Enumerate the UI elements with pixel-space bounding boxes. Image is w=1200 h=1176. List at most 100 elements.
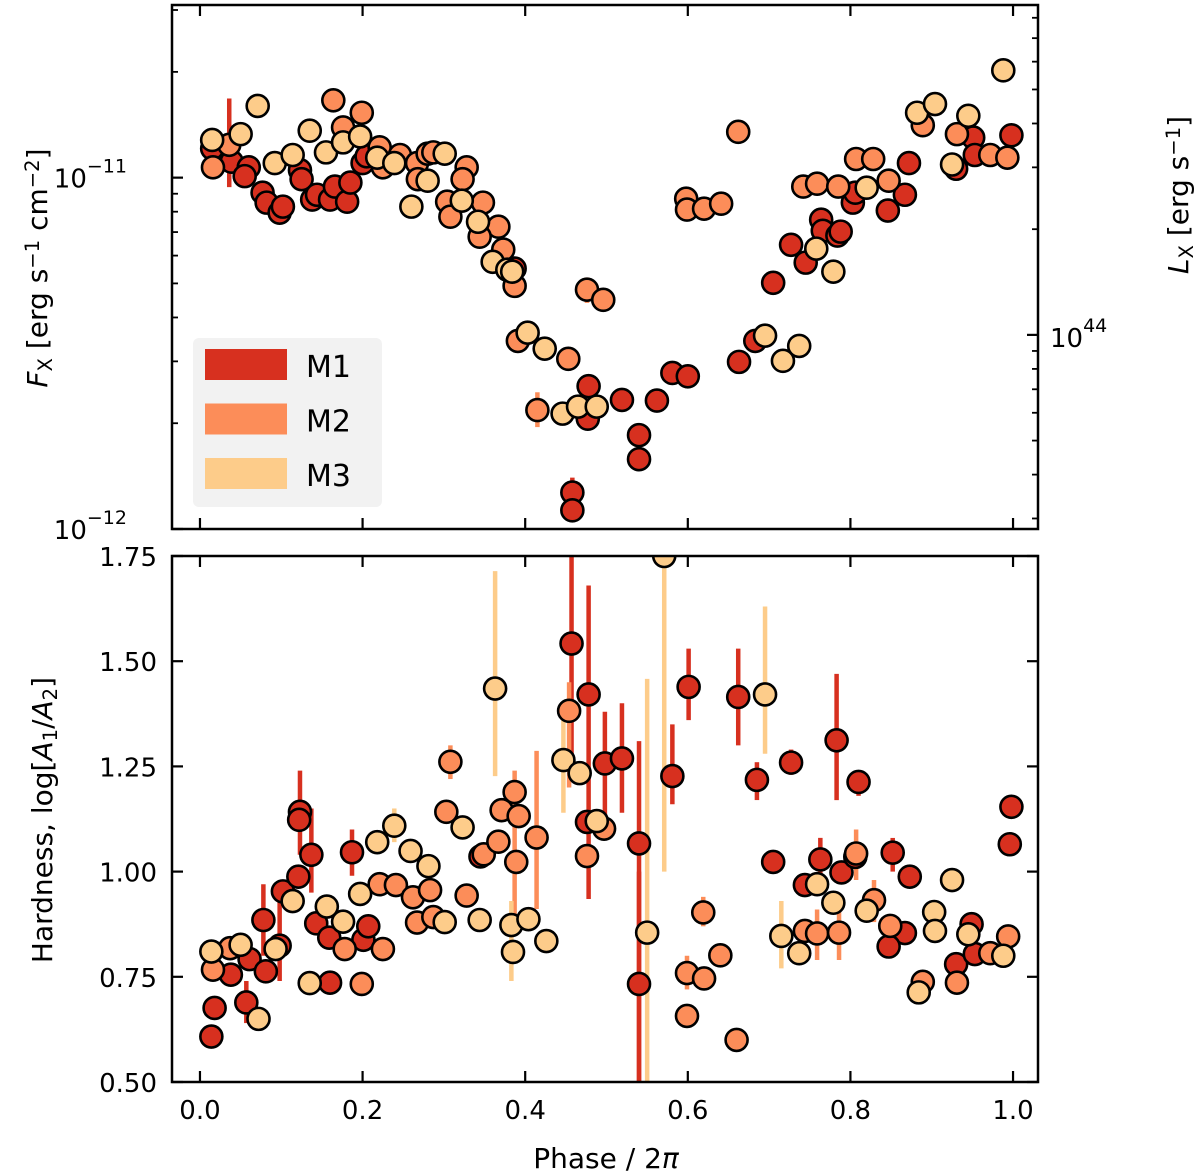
data-point-m3 (381, 150, 407, 176)
data-point-m2 (574, 843, 600, 869)
y-axis-label-part: −2 (21, 159, 44, 188)
x-axis-label-part: Phase / 2 (533, 1142, 662, 1175)
data-point-m3 (381, 813, 407, 839)
data-point-m1 (644, 388, 670, 413)
data-point-m3 (516, 906, 541, 932)
y-axis-label: FX [erg s−1 cm−2] (21, 148, 57, 387)
data-point-m1 (808, 847, 833, 872)
data-point-m1 (234, 990, 259, 1015)
data-point-m3 (245, 93, 270, 119)
data-point-m3 (584, 808, 610, 834)
data-point-m3 (465, 209, 491, 235)
x-tick-label: 0.8 (830, 1096, 871, 1126)
data-point-m3 (263, 936, 288, 962)
y-tick-label-base: 10 (54, 516, 87, 546)
bottom-panel: 0.0 0.2 0.4 0.6 0.8 1.0 0.50 0.75 1.00 1.25 1.50 1.… (26, 543, 1040, 1175)
data-point-m2 (506, 803, 531, 829)
data-point-m1 (576, 682, 601, 707)
data-point-m2 (555, 346, 581, 372)
axes-frame (170, 554, 1040, 1084)
data-point-m2 (826, 920, 852, 945)
data-point-m3 (956, 921, 981, 947)
data-point-m3 (584, 394, 610, 419)
data-point-m1 (232, 163, 257, 189)
y-tick-label: 1.75 (99, 543, 157, 573)
y-tick-label: 0.75 (99, 964, 157, 994)
x-tick-label: 0.6 (667, 1096, 708, 1126)
data-point-m3 (854, 175, 879, 201)
data-point-m3 (199, 127, 225, 153)
data-point-m2 (944, 970, 970, 995)
right-y-axis-label-part: [erg s (1162, 156, 1195, 245)
y-axis-label-part: F (21, 371, 54, 388)
y-axis-label-part: [erg s (21, 269, 54, 358)
data-point-m3 (752, 682, 778, 707)
data-point-m3 (634, 920, 660, 945)
data-point-m3 (786, 333, 812, 359)
x-axis-label-part: π (662, 1142, 680, 1175)
data-point-m2 (383, 872, 409, 898)
legend: M1 M2 M3 (193, 338, 382, 507)
data-point-m2 (200, 155, 226, 180)
data-point-m1 (251, 907, 276, 933)
data-point-m1 (660, 763, 685, 789)
data-point-m1 (725, 684, 751, 710)
data-point-m3 (922, 91, 948, 117)
data-point-m2 (843, 841, 869, 866)
data-point-m3 (786, 940, 812, 966)
data-point-m3 (651, 556, 677, 569)
series-m1 (244, 556, 895, 1082)
data-point-m3 (432, 141, 458, 166)
x-tick-label: 0.4 (505, 1096, 546, 1126)
data-point-m3 (228, 121, 253, 147)
data-point-m1 (609, 387, 635, 413)
data-point-m2 (332, 936, 357, 962)
data-point-m1 (896, 150, 922, 176)
x-tick-label: 0.0 (179, 1096, 220, 1126)
y-axis-label: Hardness, log[A1/A2] (26, 677, 62, 963)
data-point-m1 (199, 1024, 224, 1049)
data-point-m2 (434, 799, 459, 825)
data-point-m3 (297, 118, 323, 144)
data-point-m3 (551, 747, 576, 773)
points-m2 (200, 698, 1021, 1053)
points-m3 (199, 556, 1016, 1032)
data-point-m3 (432, 909, 458, 935)
data-point-m2 (321, 88, 346, 113)
y-axis-label-part: cm (21, 188, 54, 240)
data-point-m1 (897, 864, 923, 889)
data-point-m3 (347, 124, 373, 149)
data-point-m2 (876, 168, 901, 194)
data-point-m3 (482, 676, 508, 701)
data-point-m1 (876, 934, 901, 959)
data-point-m2 (556, 698, 582, 724)
data-point-m1 (559, 631, 584, 656)
data-point-m3 (821, 259, 846, 284)
data-point-m1 (778, 750, 804, 775)
data-point-m3 (416, 853, 441, 879)
y-axis-label-part: ] (26, 677, 59, 688)
data-point-m3 (769, 923, 794, 949)
y-axis-label-part: ] (21, 148, 54, 159)
data-point-m3 (228, 932, 253, 958)
data-point-m3 (399, 194, 424, 219)
data-point-m1 (626, 446, 652, 472)
y-axis-label-part: X (34, 358, 57, 371)
data-point-m2 (804, 921, 830, 946)
data-point-m1 (999, 122, 1024, 148)
data-point-m1 (355, 914, 381, 939)
data-point-m2 (349, 971, 375, 997)
data-point-m3 (906, 980, 932, 1005)
y-tick-label: 10−12 (54, 507, 127, 546)
legend-swatch-m2 (205, 403, 287, 435)
data-point-m3 (199, 939, 224, 964)
data-point-m3 (280, 888, 305, 914)
y-tick-label: 1.50 (99, 648, 157, 678)
data-point-m1 (560, 498, 585, 523)
data-point-m1 (576, 373, 601, 399)
legend-swatch-m3 (205, 458, 287, 489)
right-y-axis-label-part: X (1175, 245, 1198, 258)
data-point-m1 (626, 422, 652, 448)
data-point-m1 (317, 970, 343, 995)
data-point-m1 (675, 364, 701, 389)
